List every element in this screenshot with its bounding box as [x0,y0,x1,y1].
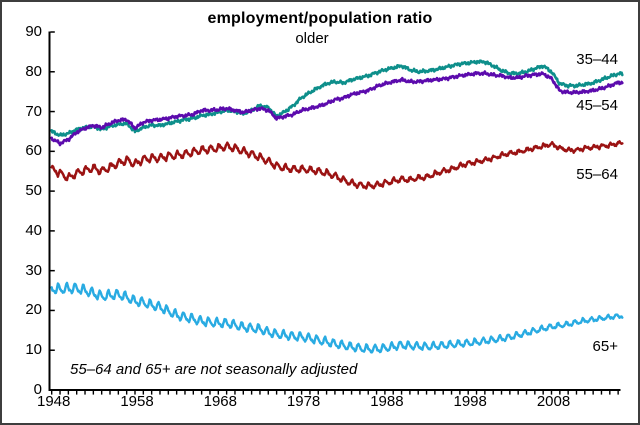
series-line-55-64 [50,140,624,190]
x-tick-label: 2008 [536,393,571,410]
series-label-65plus: 65+ [592,338,618,355]
series-line-65plus [50,281,624,354]
x-tick-label: 1948 [37,393,71,410]
chart-subtitle: older [295,30,329,47]
y-tick-label: 20 [25,301,42,319]
y-tick-label: 50 [25,182,42,200]
x-tick-label: 1968 [203,393,237,410]
y-tick-label: 90 [25,22,42,40]
series-label-45-54: 45–54 [576,97,618,114]
x-tick-label: 1988 [370,393,404,410]
y-tick-label: 0 [33,381,42,398]
not-seasonally-adjusted-note: 55–64 and 65+ are not seasonally adjuste… [70,361,358,378]
x-tick-label: 1998 [453,393,487,410]
series-line-45-54 [50,70,624,147]
y-tick-label: 70 [25,102,42,120]
y-tick-label: 30 [25,261,42,279]
series-line-35-44 [50,59,624,137]
y-tick-label: 10 [25,341,42,359]
y-tick-label: 60 [25,142,42,160]
series-label-55-64: 55–64 [576,166,618,183]
x-tick-label: 1978 [286,393,321,410]
chart-title: employment/population ratio [207,10,433,27]
y-tick-label: 80 [25,62,42,80]
y-tick-label: 40 [25,221,42,239]
series-label-35-44: 35–44 [576,51,618,68]
x-tick-label: 1958 [120,393,154,410]
